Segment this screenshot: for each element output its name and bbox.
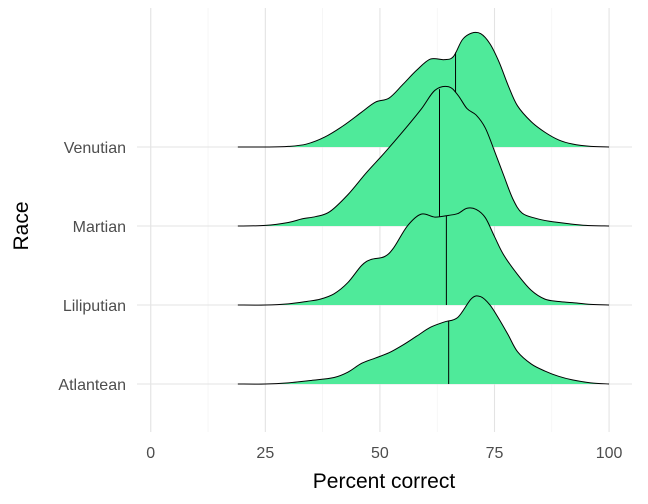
density-outline-atlantean [237,295,610,385]
density-fill-liliputian [237,207,610,306]
density-outline-venutian [237,31,610,148]
y-tick-label-atlantean: Atlantean [58,377,126,394]
ridge-atlantean [237,295,610,385]
ridge-liliputian [237,207,610,306]
y-tick-label-venutian: Venutian [64,140,126,157]
x-tick-labels: 0 25 50 75 100 [146,445,622,462]
density-fill-martian [237,86,610,226]
x-tick-label: 50 [371,445,389,462]
x-tick-label: 0 [146,445,155,462]
y-tick-label-liliputian: Liliputian [63,298,126,315]
y-tick-label-martian: Martian [73,219,126,236]
x-tick-label: 75 [486,445,504,462]
ridge-martian [237,85,610,227]
y-axis-title: Race [10,201,33,250]
ridges-layer [237,31,610,385]
x-tick-label: 100 [596,445,623,462]
density-fill-atlantean [237,295,610,385]
x-tick-label: 25 [256,445,274,462]
y-tick-labels: Atlantean Liliputian Martian Venutian [58,140,126,394]
density-outline-martian [237,85,610,227]
density-outline-liliputian [237,207,610,306]
density-fill-venutian [237,32,610,148]
x-axis-title: Percent correct [313,470,456,493]
